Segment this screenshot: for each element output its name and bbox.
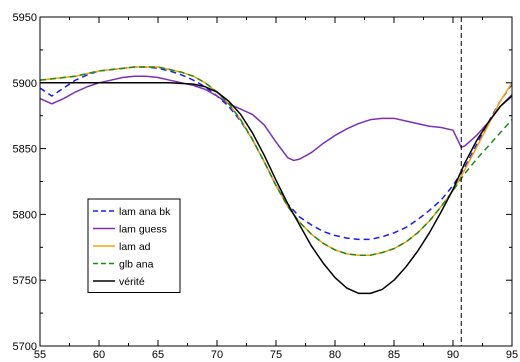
x-axis: 55 60 65 70 75 80 85 90 95 [34,17,518,361]
x-tick-label: 60 [93,349,105,361]
legend-label: glb ana [119,259,154,271]
series-line-1 [40,75,512,162]
x-tick-label: 90 [447,349,459,361]
x-tick-label: 85 [388,349,400,361]
series-layer [40,66,512,295]
legend-label: lam ad [119,241,151,253]
x-tick-label: 55 [34,349,46,361]
y-axis: 5700 5750 5800 5850 5900 5950 [13,12,512,353]
legend-label: lam guess [119,224,167,236]
legend-label: vérité [119,276,145,288]
y-tick-label: 5900 [13,78,37,90]
x-tick-label: 70 [211,349,223,361]
x-tick-label: 75 [270,349,282,361]
y-tick-label: 5750 [13,275,37,287]
series-line-3 [40,66,512,256]
y-tick-label: 5950 [13,12,37,24]
y-tick-label: 5850 [13,144,37,156]
x-tick-label: 95 [506,349,518,361]
x-tick-label: 80 [329,349,341,361]
y-tick-label: 5700 [13,341,37,353]
legend: lam ana bk lam guess lam ad glb ana vérité [87,198,181,293]
legend-label: lam ana bk [119,206,171,218]
x-tick-label: 65 [152,349,164,361]
y-tick-label: 5800 [13,209,37,221]
series-line-4 [40,82,512,295]
